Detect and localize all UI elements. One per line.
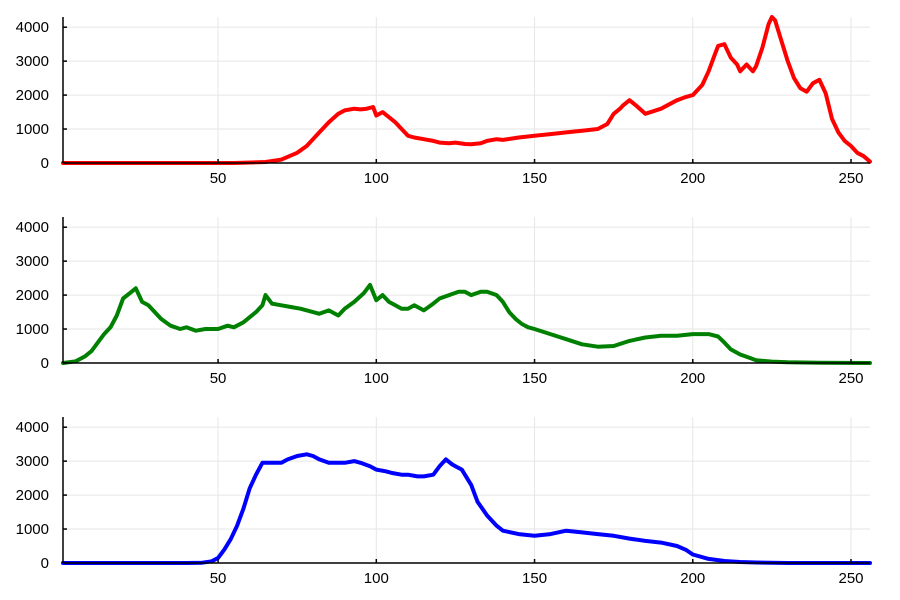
red-xtick-label: 50 [210, 170, 227, 187]
green-xtick-label: 200 [680, 370, 705, 387]
green-xtick-label: 150 [522, 370, 547, 387]
red-ytick-label: 0 [41, 155, 49, 172]
blue-ytick-label: 3000 [16, 453, 49, 470]
green-xtick-label: 100 [364, 370, 389, 387]
blue-ytick-label: 1000 [16, 521, 49, 538]
red-ytick-label: 4000 [16, 19, 49, 36]
blue-xtick-label: 250 [838, 570, 863, 587]
blue-ytick-label: 2000 [16, 487, 49, 504]
red-xtick-label: 250 [838, 170, 863, 187]
blue-series-line [61, 452, 872, 565]
blue-xtick-label: 150 [522, 570, 547, 587]
red-series-line [61, 15, 872, 165]
blue-xtick-label: 50 [210, 570, 227, 587]
red-channel-panel: 50 100 150 200 250 0 1000 2000 3000 4000 [16, 15, 872, 187]
green-series-line [61, 282, 872, 365]
red-ytick-label: 1000 [16, 121, 49, 138]
blue-xtick-label: 100 [364, 570, 389, 587]
blue-channel-panel: 50 100 150 200 250 0 1000 2000 3000 4000 [16, 417, 872, 587]
green-ytick-label: 2000 [16, 287, 49, 304]
red-xtick-label: 200 [680, 170, 705, 187]
blue-ytick-label: 0 [41, 555, 49, 572]
red-ytick-label: 2000 [16, 87, 49, 104]
red-ytick-label: 3000 [16, 53, 49, 70]
green-xtick-label: 250 [838, 370, 863, 387]
green-channel-panel: 50 100 150 200 250 0 1000 2000 3000 4000 [16, 217, 872, 387]
green-ytick-label: 0 [41, 355, 49, 372]
blue-ytick-label: 4000 [16, 419, 49, 436]
green-ytick-label: 1000 [16, 321, 49, 338]
red-xtick-label: 100 [364, 170, 389, 187]
blue-xtick-label: 200 [680, 570, 705, 587]
green-xtick-label: 50 [210, 370, 227, 387]
green-ytick-label: 4000 [16, 219, 49, 236]
red-xtick-label: 150 [522, 170, 547, 187]
green-ytick-label: 3000 [16, 253, 49, 270]
